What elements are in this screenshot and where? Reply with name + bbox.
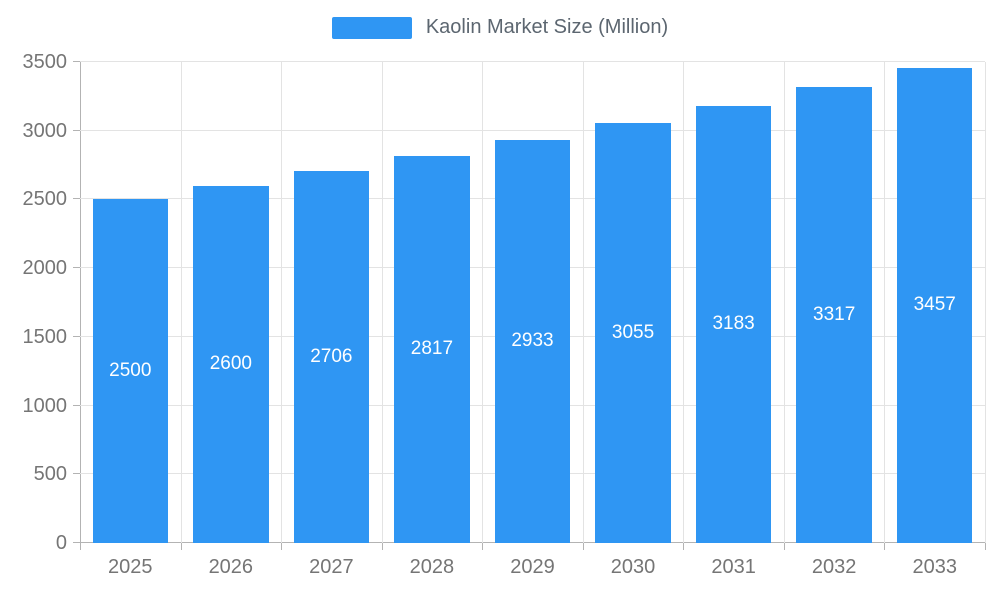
gridline-vertical bbox=[985, 62, 986, 543]
bar: 2817 bbox=[394, 155, 470, 543]
y-tick-mark bbox=[73, 473, 80, 475]
legend-swatch-icon bbox=[331, 16, 412, 39]
y-tick-mark bbox=[73, 542, 80, 543]
bar-value-label: 3457 bbox=[913, 294, 956, 316]
bar: 2706 bbox=[293, 171, 370, 543]
gridline-vertical bbox=[582, 62, 584, 543]
legend-item[interactable]: Kaolin Market Size (Million) bbox=[331, 16, 669, 39]
x-tick-mark bbox=[985, 543, 986, 550]
bar-value-label: 2817 bbox=[410, 338, 454, 360]
gridline-vertical bbox=[381, 62, 383, 543]
x-tick-mark bbox=[582, 543, 584, 550]
x-tick-label: 2032 bbox=[811, 556, 857, 578]
bar-value-label: 2933 bbox=[511, 330, 554, 352]
plot-area: 0 500 1000 1500 2000 2500 3000 3500 2500 2025 2600… bbox=[23, 52, 986, 577]
bar-value-label: 2600 bbox=[209, 353, 252, 375]
y-tick-label: 3000 bbox=[22, 119, 68, 142]
y-tick-mark bbox=[73, 335, 80, 337]
x-tick-label: 2033 bbox=[912, 556, 957, 578]
bar-value-label: 2706 bbox=[310, 346, 353, 368]
x-tick-label: 2028 bbox=[409, 556, 455, 578]
bar: 3457 bbox=[897, 67, 973, 543]
y-tick-mark bbox=[73, 404, 80, 406]
y-tick-label: 1500 bbox=[22, 325, 68, 348]
x-tick-mark bbox=[683, 543, 685, 550]
x-tick-mark bbox=[783, 543, 785, 550]
bar-value-label: 2500 bbox=[109, 360, 152, 382]
y-tick-label: 2500 bbox=[22, 188, 68, 211]
bar: 3183 bbox=[695, 105, 772, 543]
gridline-vertical bbox=[783, 62, 785, 543]
y-tick-label: 2000 bbox=[22, 257, 68, 280]
x-tick-mark bbox=[884, 543, 886, 550]
gridline-vertical bbox=[884, 62, 886, 543]
y-tick-label: 0 bbox=[55, 532, 67, 554]
bar-value-label: 3317 bbox=[813, 304, 856, 326]
x-tick-mark bbox=[80, 543, 81, 550]
gridline-horizontal bbox=[80, 61, 985, 62]
bar: 2500 bbox=[92, 199, 168, 543]
gridline-vertical bbox=[683, 62, 685, 543]
gridline-vertical bbox=[281, 62, 283, 543]
y-tick-mark bbox=[73, 198, 80, 200]
y-tick-label: 1000 bbox=[22, 394, 68, 417]
gridline-horizontal bbox=[80, 129, 985, 131]
bar: 3317 bbox=[796, 87, 872, 543]
x-tick-mark bbox=[180, 543, 182, 550]
bar-value-label: 3183 bbox=[712, 313, 755, 335]
x-tick-mark bbox=[482, 543, 484, 550]
legend: Kaolin Market Size (Million) bbox=[0, 16, 1000, 39]
y-tick-mark bbox=[73, 129, 80, 131]
bar: 3055 bbox=[595, 123, 671, 543]
x-tick-label: 2025 bbox=[108, 556, 153, 578]
x-tick-label: 2030 bbox=[610, 556, 656, 578]
y-tick-mark bbox=[73, 267, 80, 269]
bar: 2933 bbox=[494, 139, 571, 543]
x-tick-label: 2029 bbox=[510, 556, 555, 578]
legend-label: Kaolin Market Size (Million) bbox=[425, 16, 669, 38]
x-tick-mark bbox=[381, 543, 383, 550]
gridline-vertical bbox=[180, 62, 182, 543]
x-tick-mark bbox=[281, 543, 283, 550]
y-tick-label: 3500 bbox=[22, 51, 68, 73]
y-tick-label: 500 bbox=[33, 463, 67, 486]
y-tick-mark bbox=[73, 61, 80, 62]
x-tick-label: 2031 bbox=[711, 556, 756, 578]
bar-value-label: 3055 bbox=[611, 322, 655, 344]
y-axis-line bbox=[80, 62, 81, 543]
gridline-vertical bbox=[482, 62, 484, 543]
x-tick-label: 2027 bbox=[309, 556, 354, 578]
bar: 2600 bbox=[193, 185, 269, 543]
x-tick-label: 2026 bbox=[208, 556, 254, 578]
